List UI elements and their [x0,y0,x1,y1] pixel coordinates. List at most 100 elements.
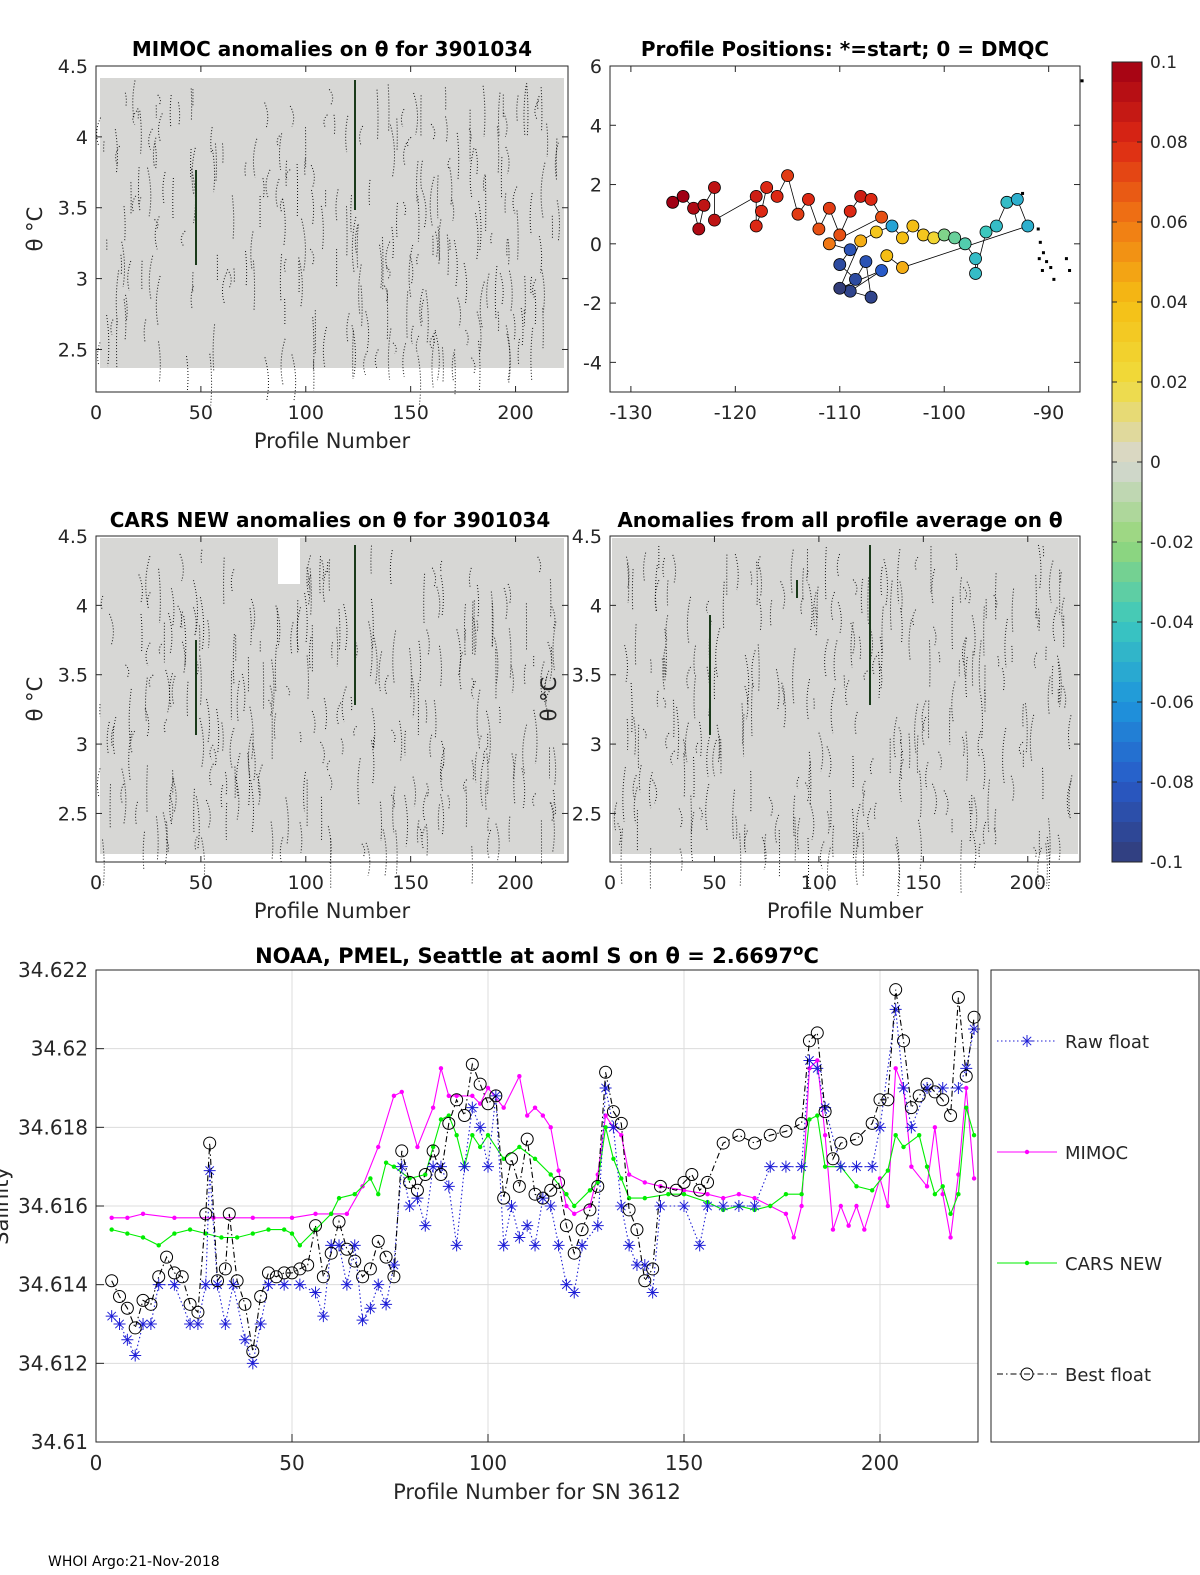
contour-line [672,699,675,739]
contour-line [634,624,637,666]
contour-line [430,123,436,140]
contour-line [123,299,127,341]
data-point [544,1200,557,1212]
y-tick-label: 4 [76,127,88,149]
contour-line [931,783,937,815]
contour-line [507,239,510,266]
colorbar-band [1112,142,1142,163]
contour-line [193,580,198,635]
data-point [324,1246,338,1260]
x-tick-label: 200 [497,402,533,424]
data-point [450,1239,463,1252]
position-point [885,219,899,233]
data-point [944,1109,958,1123]
colorbar-band [1112,462,1142,483]
y-tick-label: 2.5 [58,803,88,825]
contour-line [654,565,658,613]
data-point [869,1188,875,1193]
position-point [979,225,993,239]
contour-line [555,138,558,178]
data-point [309,1219,323,1233]
contour-line [311,710,316,735]
contour-line [769,600,773,627]
contour-line [914,556,919,571]
contour-line [399,720,403,761]
position-point [833,228,847,242]
data-point [693,1239,706,1252]
data-point [372,1278,385,1291]
contour-line [633,717,637,757]
data-point [184,1318,197,1330]
position-point [875,264,888,277]
contour-line [232,634,235,684]
y-tick-label: 0 [590,234,602,256]
data-point [301,1258,315,1272]
contour-line [417,195,420,242]
contour-line [790,549,794,595]
panel-cars-anomalies: 0 50 100 150 200 2.5 3 3.5 4 4.5 CARS NEW anomali… [23,508,569,923]
data-point [611,1156,616,1162]
colorbar-band [1112,662,1142,683]
data-point [317,1310,330,1323]
contour-line [471,680,476,699]
colorbar-band [1112,342,1142,363]
contour-line [453,240,458,287]
legend-item: Raw float [997,1032,1149,1053]
contour-line [282,198,286,246]
contour-line [425,700,428,724]
contour-line [391,227,394,260]
contour-line [483,748,488,760]
data-point [548,1125,553,1130]
contour-line [546,123,549,157]
colorbar-band [1112,582,1142,603]
contour-line [385,241,391,272]
data-point [430,1105,436,1110]
contour-line [249,608,252,645]
data-point [677,1175,691,1189]
data-point [152,1278,165,1291]
contour-line [532,793,536,807]
contour-line [168,613,173,654]
colorbar: 0.1 0.08 0.06 0.04 0.02 0 -0.02 -0.04 -0.06 -0.08… [1111,53,1194,873]
data-point [893,1066,898,1071]
contour-line [433,329,436,343]
contour-line [965,731,968,781]
data-point [693,1183,707,1197]
x-tick-label: 100 [469,1451,507,1475]
contour-line [308,636,312,669]
contour-line [516,210,519,260]
data-point [477,1144,483,1150]
contour-line [666,580,669,606]
contour-line [962,587,968,600]
position-point [812,222,826,236]
contour-line [415,335,420,354]
all-profile-anomaly-field [612,538,1078,854]
data-point [313,1211,318,1217]
data-point [810,1026,824,1040]
contour-line [447,795,451,809]
contour-line [440,560,443,572]
data-point [105,1310,118,1323]
colorbar-tick-label: -0.06 [1150,693,1194,713]
contour-line [1045,843,1048,886]
data-point [948,1235,953,1240]
contour-line [139,110,142,154]
data-point [211,1274,225,1288]
data-point [152,1270,166,1284]
contour-line [210,127,213,154]
colorbar-band [1112,322,1142,343]
position-point [791,207,805,221]
data-point [411,1192,424,1205]
data-point [140,1235,146,1240]
contour-line [252,138,258,178]
position-point [708,181,721,194]
data-point [387,1270,401,1284]
data-point [642,1195,647,1201]
contour-line [343,604,348,651]
data-point [363,1262,377,1276]
data-point [356,1314,369,1327]
contour-line [306,555,311,596]
contour-line [830,688,836,734]
contour-line [392,630,397,684]
contour-line [431,338,435,388]
